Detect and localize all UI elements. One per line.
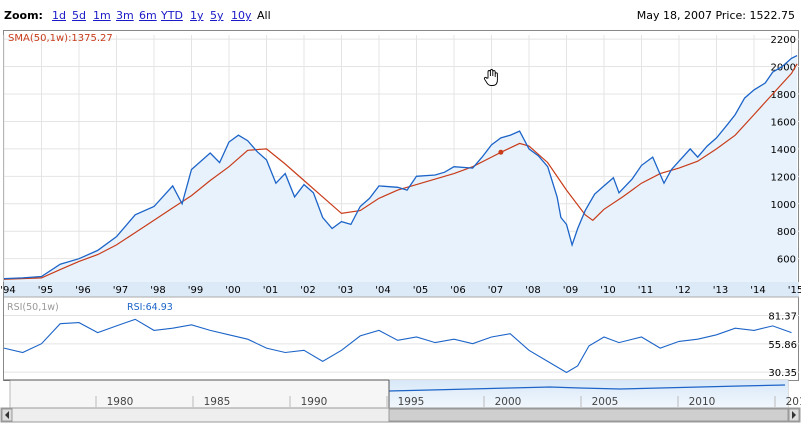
main-y-tick-label: 800 [777, 227, 796, 238]
zoom-1d-link[interactable]: 1d [52, 9, 66, 22]
main-x-tick-label: '02 [300, 285, 315, 296]
price-area [4, 55, 798, 282]
rsi-y-ticks: 30.35 55.86 81.37 [768, 312, 797, 380]
main-y-ticks: 600 800 1000 1200 1400 1600 1800 2000 2200 [771, 35, 796, 266]
main-x-tick-label: '94 [0, 285, 15, 296]
navigator-x-tick-label: 2015 [786, 396, 801, 408]
main-y-tick-label: 1200 [771, 172, 796, 183]
rsi-y-tick-label: 30.35 [768, 368, 797, 379]
main-x-tick-label: '09 [563, 285, 578, 296]
zoom-5d-link[interactable]: 5d [72, 9, 86, 22]
price-info: May 18, 2007 Price: 1522.75 [636, 9, 795, 22]
main-x-tick-label: '15 [788, 285, 801, 296]
navigator-x-tick-label: 2005 [592, 396, 619, 408]
main-x-tick-label: '01 [263, 285, 278, 296]
main-y-tick-label: 1000 [771, 200, 796, 211]
rsi-legend-name: RSI(50,1w) [7, 302, 59, 313]
main-x-tick-label: '97 [113, 285, 128, 296]
x-axis-band [4, 282, 799, 297]
rsi-y-tick-label: 55.86 [768, 340, 797, 351]
arrow-left-icon [5, 411, 9, 419]
main-x-tick-label: '08 [525, 285, 540, 296]
main-y-tick-label: 1400 [771, 145, 796, 156]
main-x-tick-label: '04 [375, 285, 390, 296]
arrow-right-icon [792, 411, 796, 419]
rsi-grid [4, 315, 799, 373]
zoom-label: Zoom: [4, 9, 43, 22]
zoom-10y-link[interactable]: 10y [231, 9, 252, 22]
main-x-tick-label: '05 [413, 285, 428, 296]
zoom-6m-link[interactable]: 6m [139, 9, 157, 22]
navigator-x-tick-label: 1990 [301, 396, 328, 408]
main-x-tick-label: '14 [750, 285, 765, 296]
main-x-tick-label: '07 [488, 285, 503, 296]
zoom-1m-link[interactable]: 1m [93, 9, 111, 22]
main-y-tick-label: 600 [777, 255, 796, 266]
zoom-bar: Zoom: 1d 5d 1m 3m 6m YTD 1y 5y 10y All M… [0, 0, 801, 30]
main-x-tick-label: '95 [38, 285, 53, 296]
sma-line [3, 63, 798, 280]
zoom-5y-link[interactable]: 5y [210, 9, 224, 22]
zoom-1y-link[interactable]: 1y [190, 9, 204, 22]
rsi-line [3, 318, 792, 374]
main-x-tick-label: '99 [188, 285, 203, 296]
rsi-y-tick-label: 81.37 [768, 312, 797, 323]
main-x-tick-label: '00 [225, 285, 240, 296]
main-y-tick-label: 2000 [771, 63, 796, 74]
main-x-tick-label: '11 [638, 285, 653, 296]
navigator-x-tick-label: 2000 [495, 396, 522, 408]
navigator-x-ticks: 1980 1985 1990 1995 2000 2005 2010 2015 [95, 396, 801, 408]
main-x-tick-label: '10 [600, 285, 615, 296]
navigator-x-tick-label: 1980 [107, 396, 134, 408]
hand-cursor-icon [483, 69, 498, 86]
main-x-tick-label: '03 [338, 285, 353, 296]
sma-marker [498, 149, 504, 155]
zoom-3m-link[interactable]: 3m [116, 9, 134, 22]
zoom-all-selected[interactable]: All [257, 9, 271, 22]
main-y-tick-label: 1800 [771, 90, 796, 101]
scrollbar-thumb[interactable] [388, 408, 789, 422]
main-x-tick-label: '12 [675, 285, 690, 296]
navigator-line [388, 384, 786, 392]
price-line [3, 55, 798, 280]
main-x-tick-label: '96 [75, 285, 90, 296]
navigator-x-tick-label: 1985 [204, 396, 231, 408]
main-x-tick-label: '13 [713, 285, 728, 296]
navigator-selection[interactable] [389, 380, 788, 408]
main-y-tick-label: 2200 [771, 35, 796, 46]
zoom-ytd-link[interactable]: YTD [161, 9, 183, 22]
main-x-tick-label: '98 [150, 285, 165, 296]
main-x-ticks: '94 '95 '96 '97 '98 '99 '00 '01 '02 '03 '04 '05 '06 '… [0, 285, 801, 296]
rsi-legend-value: RSI:64.93 [127, 302, 173, 313]
main-y-tick-label: 1600 [771, 117, 796, 128]
sma-legend: SMA(50,1w):1375.27 [8, 33, 113, 44]
main-x-tick-label: '06 [450, 285, 465, 296]
navigator-x-tick-label: 2010 [689, 396, 716, 408]
navigator-x-tick-label: 1995 [398, 396, 425, 408]
